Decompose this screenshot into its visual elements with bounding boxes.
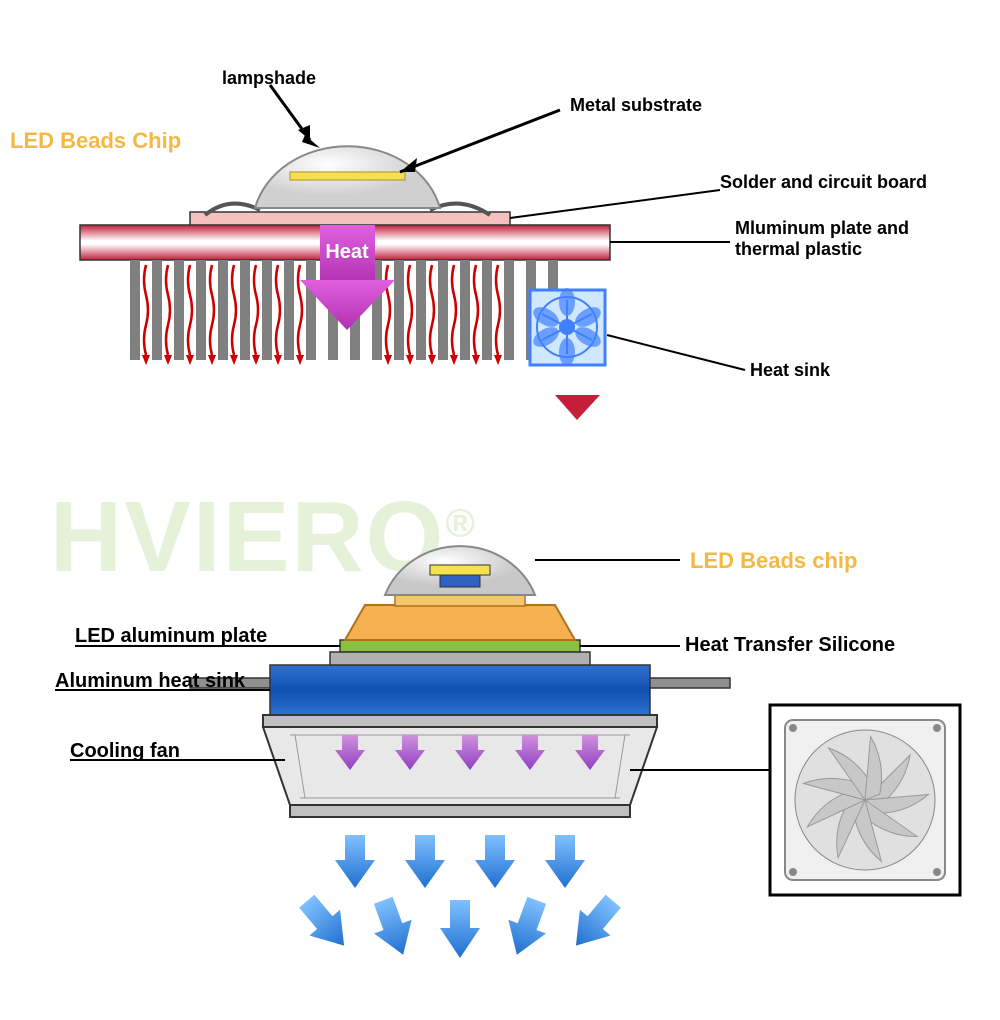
- led-plate-label: LED aluminum plate: [75, 625, 267, 648]
- upper-diagram: Heat: [0, 0, 1000, 420]
- transition-arrow-1: [555, 395, 600, 420]
- silicone-top: [340, 640, 580, 652]
- solder-board: [190, 212, 510, 226]
- plate-label: Mluminum plate and thermal plastic: [735, 218, 909, 260]
- chip-yellow: [430, 565, 490, 575]
- alu-sink-label: Aluminum heat sink: [55, 670, 245, 693]
- metal-substrate-label: Metal substrate: [570, 95, 702, 116]
- cooling-fan-label: Cooling fan: [70, 740, 180, 763]
- silicone-label: Heat Transfer Silicone: [685, 634, 895, 657]
- led-base: [345, 605, 575, 640]
- chip-blue: [440, 575, 480, 587]
- fan-housing: [263, 715, 657, 817]
- solder-label: Solder and circuit board: [720, 172, 927, 193]
- lower-title: LED Beads chip: [690, 548, 857, 574]
- lampshade-arrow: [270, 85, 320, 148]
- silicone-bottom: [330, 652, 590, 665]
- heatsink-leader: [607, 335, 745, 370]
- fan-icon-box: [530, 288, 605, 366]
- aluminum-heatsink: [270, 665, 650, 715]
- fan-photo: [770, 705, 960, 895]
- metal-substrate-arrow: [400, 110, 560, 172]
- heatsink-label: Heat sink: [750, 360, 830, 381]
- blue-arrows-row1: [335, 835, 585, 888]
- blue-arrows-row2: [291, 888, 628, 961]
- metal-substrate: [290, 172, 405, 180]
- lampshade-label: lampshade: [222, 68, 316, 89]
- solder-leader: [510, 190, 720, 218]
- heat-label: Heat: [325, 241, 369, 263]
